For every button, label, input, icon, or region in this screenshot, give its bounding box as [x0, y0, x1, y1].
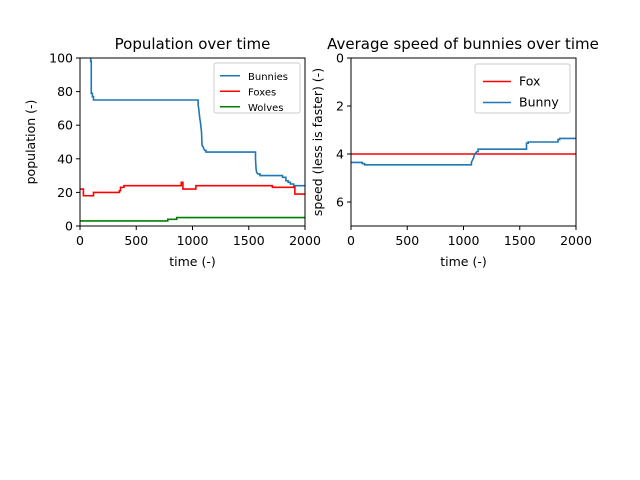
legend-label-bunny: Bunny	[519, 95, 559, 110]
y-tick-label: 0	[65, 219, 73, 234]
x-tick-label: 2000	[289, 233, 321, 248]
chart-title: Population over time	[115, 35, 271, 53]
y-tick-label: 80	[57, 84, 73, 99]
x-tick-label: 0	[347, 233, 355, 248]
plot-lines	[80, 58, 305, 222]
y-axis-label: population (-)	[23, 100, 38, 185]
y-tick-label: 20	[57, 185, 73, 200]
speed-chart: Average speed of bunnies over time 0 500 1…	[310, 35, 599, 269]
x-tick-label: 500	[124, 233, 148, 248]
y-axis-ticks: 0 20 40 60 80 100	[49, 51, 80, 234]
y-tick-label: 4	[336, 147, 344, 162]
y-tick-label: 60	[57, 118, 73, 133]
legend-box	[474, 63, 571, 114]
plot-lines	[351, 137, 576, 166]
x-tick-label: 0	[76, 233, 84, 248]
x-axis-label: time (-)	[440, 254, 486, 269]
y-tick-label: 100	[49, 51, 73, 66]
series-line-foxes	[80, 181, 305, 197]
y-tick-label: 0	[336, 51, 344, 66]
y-axis-ticks: 0 2 4 6	[336, 51, 351, 210]
x-tick-label: 500	[395, 233, 419, 248]
legend-label-bunnies: Bunnies	[248, 72, 288, 83]
legend-label-fox: Fox	[519, 74, 540, 89]
series-line-bunny	[351, 137, 576, 166]
x-tick-label: 1500	[504, 233, 536, 248]
population-chart: Population over time 0 500 1000 1500 2000 0 2…	[23, 35, 321, 269]
legend: Fox Bunny	[474, 63, 571, 114]
x-tick-label: 1500	[233, 233, 265, 248]
legend-label-wolves: Wolves	[248, 103, 283, 114]
legend-label-foxes: Foxes	[248, 87, 276, 98]
y-tick-label: 40	[57, 151, 73, 166]
x-axis-label: time (-)	[169, 254, 215, 269]
x-tick-label: 1000	[448, 233, 480, 248]
y-tick-label: 6	[336, 195, 344, 210]
legend: Bunnies Foxes Wolves	[213, 62, 301, 114]
series-line-wolves	[80, 216, 305, 222]
x-axis-ticks: 0 500 1000 1500 2000	[76, 226, 321, 248]
series-line-bunnies	[89, 58, 305, 187]
x-axis-ticks: 0 500 1000 1500 2000	[347, 226, 592, 248]
y-tick-label: 2	[336, 99, 344, 114]
x-tick-label: 2000	[560, 233, 592, 248]
chart-title: Average speed of bunnies over time	[327, 35, 599, 53]
y-axis-label: speed (less is faster) (-)	[310, 68, 325, 216]
x-tick-label: 1000	[177, 233, 209, 248]
